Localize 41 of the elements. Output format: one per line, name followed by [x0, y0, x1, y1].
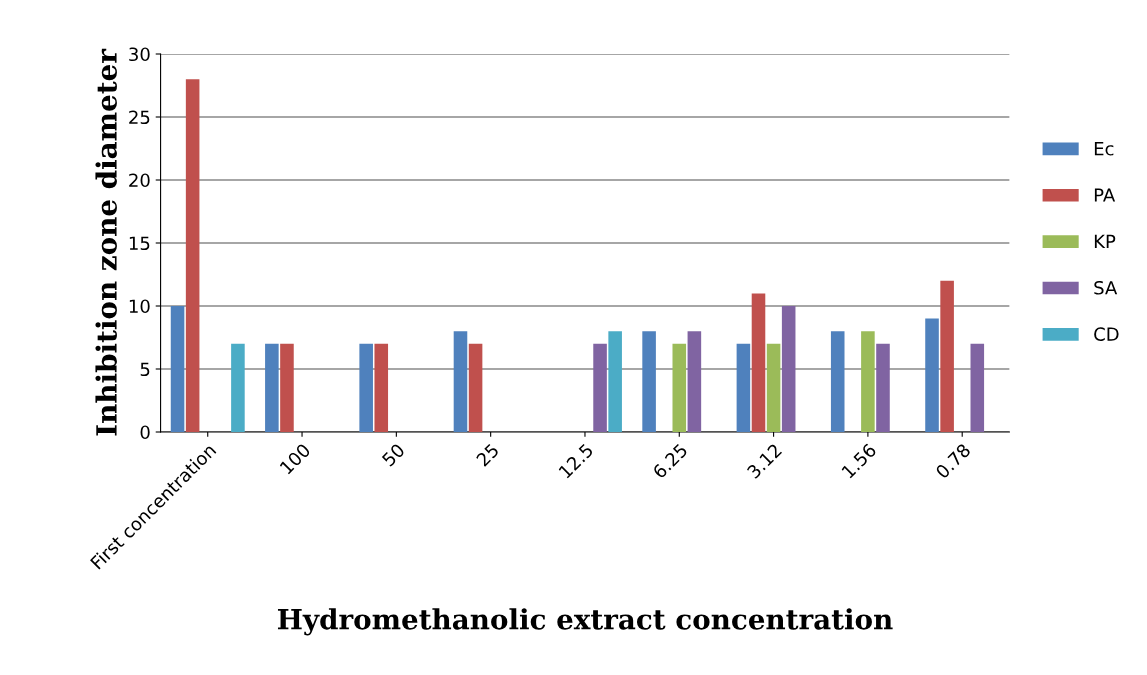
bar — [374, 343, 389, 432]
bar — [359, 343, 373, 432]
bar — [861, 331, 875, 432]
legend-label: KP — [1094, 234, 1116, 248]
y-tick-label: 30 — [129, 47, 150, 62]
bar — [781, 306, 796, 432]
bar — [970, 343, 985, 432]
y-axis-title: Inhibition zone diameter — [95, 48, 117, 436]
y-tick-label: 20 — [129, 173, 150, 188]
bar — [766, 343, 781, 432]
x-tick-label: 50 — [381, 442, 406, 467]
bar — [672, 343, 687, 432]
bar — [687, 331, 702, 432]
bar — [925, 318, 939, 432]
bar — [170, 306, 185, 432]
bar — [453, 331, 468, 432]
bar — [830, 331, 845, 432]
bar — [940, 280, 954, 432]
legend-label: CD — [1094, 327, 1119, 341]
bar — [231, 343, 245, 432]
bar — [751, 293, 766, 432]
legend-label: PA — [1094, 188, 1116, 202]
y-tick-label: 5 — [140, 362, 150, 377]
x-tick-label: 25 — [475, 443, 500, 467]
bar — [608, 331, 622, 432]
y-tick-label: 15 — [129, 236, 150, 251]
x-axis-title: Hydromethanolic extract concentration — [277, 608, 893, 636]
legend-label: Ec — [1094, 142, 1114, 156]
bar — [185, 79, 200, 432]
y-tick-label: 25 — [129, 110, 150, 125]
bar — [876, 343, 890, 432]
bar — [265, 343, 279, 432]
bar — [642, 331, 656, 432]
bar — [593, 343, 607, 432]
bar — [736, 343, 751, 432]
bar — [280, 343, 294, 432]
legend-label: SA — [1094, 280, 1118, 295]
y-tick-label: 10 — [129, 299, 150, 314]
x-tick-label: 100 — [279, 442, 312, 475]
y-tick-label: 0 — [140, 425, 150, 440]
bar — [468, 343, 483, 432]
